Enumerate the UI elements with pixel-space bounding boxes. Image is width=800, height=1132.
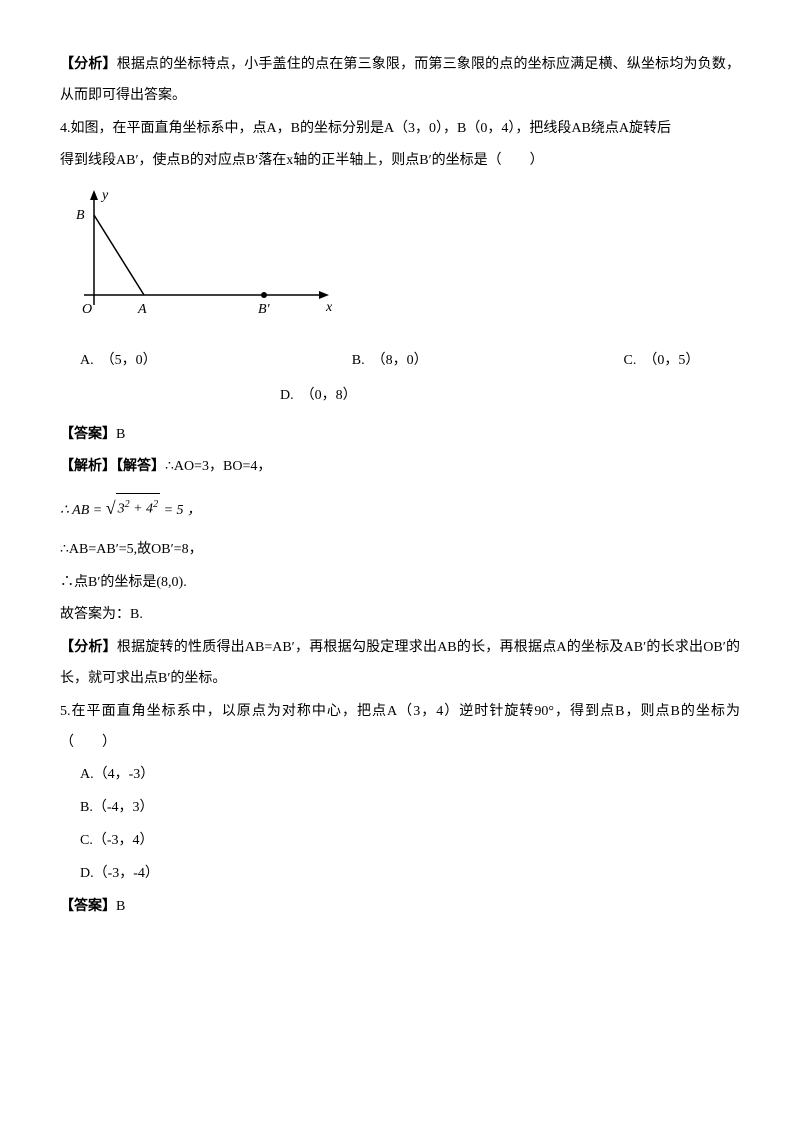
q4-explain-line3: ∴AB=AB′=5,故OB′=8， bbox=[60, 535, 740, 566]
q5-option-d: D.（-3，-4） bbox=[80, 859, 740, 890]
q5-answer: 【答案】B bbox=[60, 892, 740, 923]
q5-stem-text: 在平面直角坐标系中，以原点为对称中心，把点A（3，4）逆时针旋转90°，得到点B… bbox=[60, 704, 740, 750]
q4-analysis-text: 根据旋转的性质得出AB=AB′，再根据勾股定理求出AB的长，再根据点A的坐标及A… bbox=[60, 640, 740, 686]
explain-line1: ∴AO=3，BO=4， bbox=[165, 459, 271, 474]
q5-option-c: C.（-3，4） bbox=[80, 826, 740, 857]
explain-label: 【解析】 bbox=[60, 459, 116, 474]
q5-number: 5. bbox=[60, 704, 71, 719]
analysis-label: 【分析】 bbox=[60, 57, 117, 72]
q5-option-b: B.（-4，3） bbox=[80, 793, 740, 824]
q4-options-row: A. （5，0） B. （8，0） C. （0，5） bbox=[60, 346, 740, 377]
q4-stem: 4.如图，在平面直角坐标系中，点A，B的坐标分别是A（3，0），B（0，4），把… bbox=[60, 114, 740, 145]
point-Bp-label: B' bbox=[258, 302, 271, 317]
q5-answer-label: 【答案】 bbox=[60, 899, 116, 914]
y-axis-label: y bbox=[100, 188, 109, 203]
answer-label: 【答案】 bbox=[60, 427, 116, 442]
q4-option-d: D. （0，8） bbox=[280, 381, 740, 412]
q4-formula: ∴ AB = √ 32 + 42 = 5 ， bbox=[60, 489, 740, 529]
q3-analysis: 【分析】根据点的坐标特点，小手盖住的点在第三象限，而第三象限的点的坐标应满足横、… bbox=[60, 50, 740, 112]
q4-explain-line5: 故答案为：B. bbox=[60, 600, 740, 631]
answer-value: B bbox=[116, 427, 125, 442]
q4-option-a: A. （5，0） bbox=[80, 346, 352, 377]
sqrt-expression: √ 32 + 42 bbox=[106, 489, 160, 529]
point-B-label: B bbox=[76, 208, 85, 223]
q5-option-a: A.（4，-3） bbox=[80, 760, 740, 791]
q4-analysis: 【分析】根据旋转的性质得出AB=AB′，再根据勾股定理求出AB的长，再根据点A的… bbox=[60, 633, 740, 695]
q4-explain-header: 【解析】【解答】∴AO=3，BO=4， bbox=[60, 452, 740, 483]
coordinate-diagram-svg: y B O A B' x bbox=[64, 185, 344, 325]
point-A-label: A bbox=[137, 302, 147, 317]
explain-sublabel: 【解答】 bbox=[116, 459, 165, 474]
analysis-text: 根据点的坐标特点，小手盖住的点在第三象限，而第三象限的点的坐标应满足横、纵坐标均… bbox=[60, 57, 740, 103]
q4-explain-line4: ∴点B′的坐标是(8,0). bbox=[60, 568, 740, 599]
q4-option-c: C. （0，5） bbox=[624, 346, 740, 377]
q4-stem-line2: 得到线段AB′，使点B的对应点B′落在x轴的正半轴上，则点B′的坐标是（ ） bbox=[60, 146, 740, 177]
q4-option-b: B. （8，0） bbox=[352, 346, 624, 377]
q5-options: A.（4，-3） B.（-4，3） C.（-3，4） D.（-3，-4） bbox=[80, 760, 740, 889]
point-O-label: O bbox=[82, 302, 92, 317]
q4-diagram: y B O A B' x bbox=[60, 185, 740, 338]
q5-stem: 5.在平面直角坐标系中，以原点为对称中心，把点A（3，4）逆时针旋转90°，得到… bbox=[60, 697, 740, 759]
q4-stem-line1: 如图，在平面直角坐标系中，点A，B的坐标分别是A（3，0），B（0，4），把线段… bbox=[71, 121, 671, 136]
q5-answer-value: B bbox=[116, 899, 125, 914]
q4-analysis-label: 【分析】 bbox=[60, 640, 117, 655]
q4-number: 4. bbox=[60, 121, 71, 136]
q4-answer: 【答案】B bbox=[60, 420, 740, 451]
x-axis-label: x bbox=[325, 300, 333, 315]
formula-suffix: = 5 ， bbox=[164, 503, 201, 518]
formula-prefix: ∴ AB = bbox=[60, 503, 106, 518]
